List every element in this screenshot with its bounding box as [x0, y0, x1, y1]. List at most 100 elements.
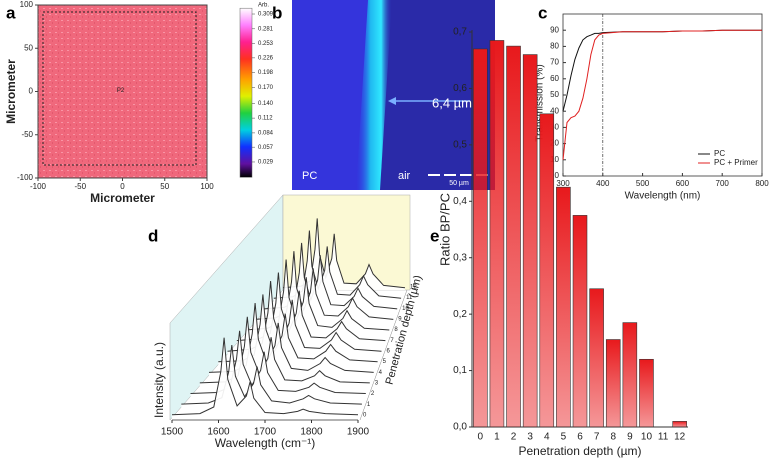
colorbar-tick-label: 0.198: [258, 70, 274, 76]
panel-label: e: [430, 226, 439, 245]
y-tick-label: 50: [24, 43, 33, 52]
y-axis-label: Ratio BP/PC: [437, 193, 452, 266]
colorbar-tick-label: 0.140: [258, 101, 274, 107]
y-tick-label: 0,6: [453, 83, 467, 94]
depth-tick-label: 7: [390, 338, 394, 344]
depth-tick-label: 1: [367, 402, 371, 408]
bar: [672, 421, 687, 428]
bar: [589, 288, 604, 428]
map-texture: [38, 5, 207, 178]
x-tick-label: 7: [594, 432, 600, 443]
x-tick-label: -50: [74, 182, 86, 191]
spectrum-line: [236, 272, 386, 342]
air-label: air: [398, 170, 411, 182]
y-tick-label: 0,3: [453, 252, 467, 263]
data-line: [562, 29, 762, 112]
panel-label: c: [538, 3, 547, 22]
y-tick-label: 0,5: [453, 139, 467, 150]
y-axis-label: Micrometer: [4, 59, 18, 124]
depth-tick-label: 2: [371, 391, 375, 397]
x-tick-label: 1: [494, 432, 500, 443]
depth-tick-label: 4: [379, 370, 383, 376]
spectrum-fill: [172, 337, 358, 418]
y-tick-label: 0,0: [453, 422, 467, 433]
x-tick-label: 10: [641, 432, 653, 443]
colorbar-tick-label: 0.112: [258, 116, 273, 122]
y-tick-label: 50: [550, 90, 559, 99]
y-tick-label: 70: [550, 58, 559, 67]
bar: [639, 358, 654, 428]
x-tick-label: 300: [556, 179, 570, 188]
x-tick-label: 800: [755, 179, 769, 188]
colorbar-tick-label: 0.226: [258, 55, 274, 61]
depth-tick-label: 9: [398, 317, 402, 323]
y-axis-label: Intensity (a.u.): [152, 342, 166, 418]
x-tick-label: 1700: [254, 427, 277, 438]
colorbar-tick-label: 0.170: [258, 85, 274, 91]
x-tick-label: 1900: [347, 427, 370, 438]
x-tick-label: 4: [544, 432, 550, 443]
colorbar-tick-label: 0.029: [258, 160, 274, 166]
colorbar: [239, 7, 253, 178]
y-tick-label: 10: [550, 155, 559, 164]
x-tick-label: 0: [120, 182, 125, 191]
y-tick-label: 100: [20, 0, 34, 9]
spectrum-line: [245, 259, 390, 331]
x-tick-label: 1600: [207, 427, 230, 438]
x-tick-label: 500: [636, 179, 650, 188]
y-tick-label: -100: [17, 173, 34, 182]
y-tick-label: 0: [555, 171, 560, 180]
colorbar-label: Arb.: [258, 3, 269, 9]
colorbar-tick-label: 0.253: [258, 41, 274, 47]
spectrum-line: [273, 230, 402, 299]
panel-label: a: [6, 3, 16, 22]
y-tick-label: 60: [550, 74, 559, 83]
bar: [522, 54, 538, 428]
x-axis-label: Penetration depth (µm): [519, 444, 642, 458]
x-axis-label: Wavelength (cm⁻¹): [215, 436, 316, 450]
panel-label: d: [148, 226, 158, 245]
x-tick-label: -100: [30, 182, 47, 191]
bar: [506, 45, 521, 428]
coating-layer: [356, 0, 392, 190]
bar: [556, 186, 571, 428]
colorbar-tick-label: 0.084: [258, 130, 274, 136]
y-tick-label: 20: [550, 139, 559, 148]
depth-tick-label: 3: [375, 381, 379, 387]
pc-label: PC: [302, 170, 317, 182]
map-marker: P2: [117, 88, 125, 94]
x-tick-label: 1500: [161, 427, 184, 438]
bar: [572, 215, 588, 428]
y-tick-label: 80: [550, 42, 559, 51]
x-tick-label: 2: [511, 432, 517, 443]
spectrum-line: [264, 242, 398, 310]
x-tick-label: 700: [716, 179, 730, 188]
spectrum-line: [171, 337, 359, 416]
x-tick-label: 1800: [300, 427, 323, 438]
x-tick-label: 3: [527, 432, 533, 443]
depth-tick-label: 10: [402, 306, 409, 312]
y-tick-label: 0: [29, 87, 34, 96]
depth-axis-label: Penetration depth (µm): [384, 274, 425, 386]
bar: [622, 322, 638, 428]
spectrum-line: [255, 251, 394, 320]
y-tick-label: 0,7: [453, 27, 467, 38]
bar: [539, 113, 555, 428]
spectrum-line: [282, 218, 406, 289]
x-tick-label: 50: [160, 182, 169, 191]
x-tick-label: 400: [596, 179, 610, 188]
colorbar-tick-label: 0.057: [258, 145, 274, 151]
depth-tick-label: 6: [387, 349, 391, 355]
scale-bar-label: 50 µm: [449, 180, 469, 187]
depth-tick-label: 11: [406, 295, 413, 301]
thickness-label: 6,4 µm: [432, 95, 472, 110]
legend-label: PC: [714, 149, 725, 158]
depth-tick-label: 8: [394, 327, 398, 333]
bar: [473, 48, 488, 428]
y-tick-label: 40: [550, 106, 559, 115]
legend-label: PC + Primer: [714, 158, 758, 167]
y-axis-label: Transmission (%): [535, 64, 546, 141]
colorbar-tick-label: 0.309: [258, 12, 274, 18]
depth-tick-label: 12: [410, 285, 417, 291]
